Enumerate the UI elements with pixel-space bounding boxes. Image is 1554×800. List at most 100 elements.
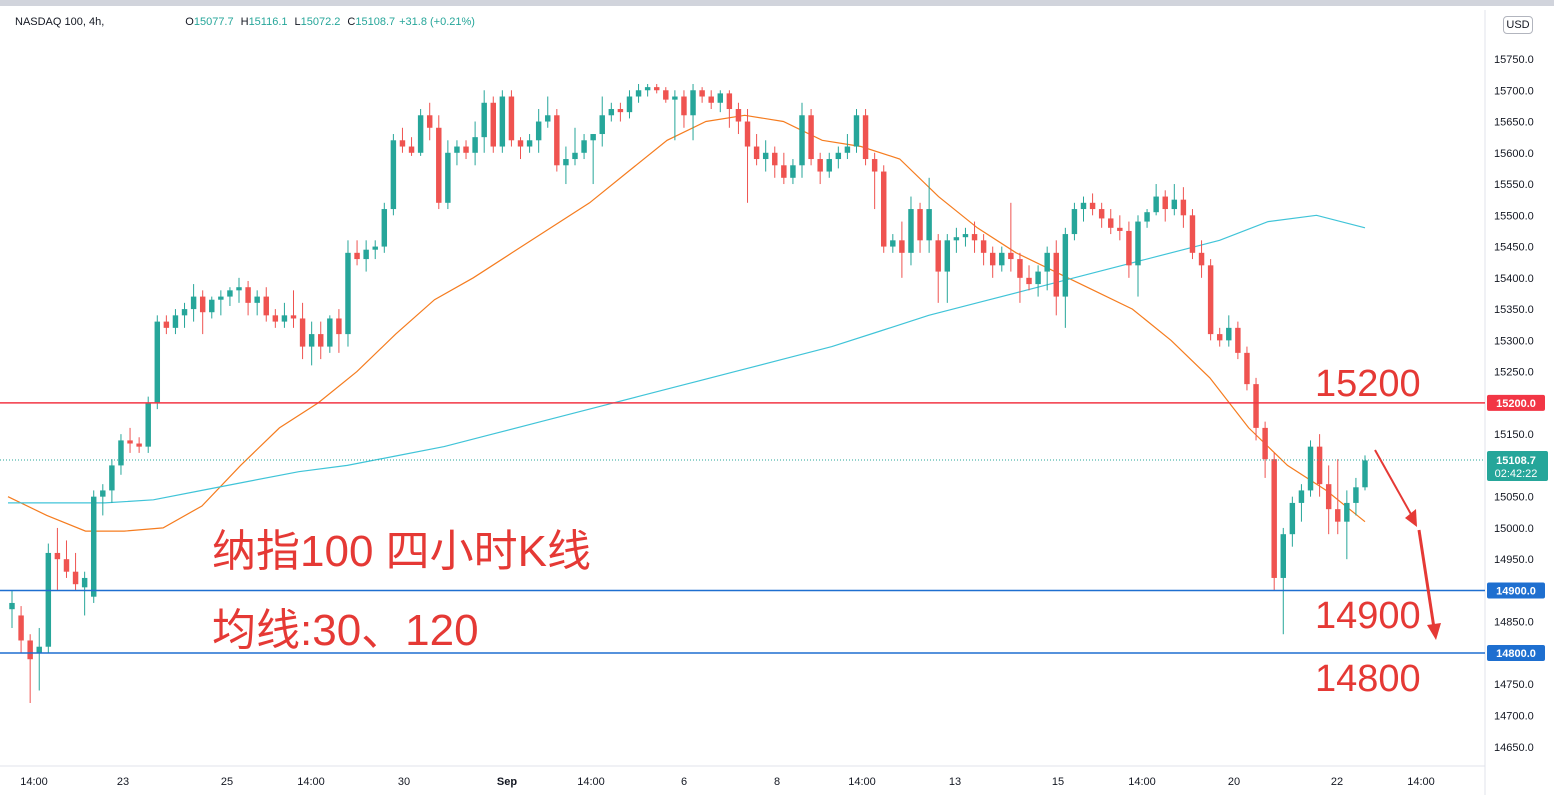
candle[interactable]	[27, 634, 33, 703]
candle[interactable]	[1253, 377, 1259, 441]
candle[interactable]	[989, 246, 996, 278]
candle[interactable]	[1289, 496, 1296, 547]
candle[interactable]	[36, 627, 42, 691]
candle[interactable]	[626, 90, 633, 119]
candle[interactable]	[572, 127, 578, 166]
candle[interactable]	[535, 109, 542, 153]
candle[interactable]	[908, 196, 914, 266]
candle[interactable]	[254, 290, 260, 316]
candle[interactable]	[744, 109, 751, 203]
candle[interactable]	[100, 484, 106, 516]
candle[interactable]	[227, 287, 233, 306]
candle[interactable]	[1035, 265, 1041, 297]
candle[interactable]	[127, 427, 133, 453]
candle[interactable]	[653, 84, 660, 94]
candle[interactable]	[145, 396, 151, 453]
candle[interactable]	[1071, 202, 1078, 241]
candle[interactable]	[236, 277, 242, 303]
candle[interactable]	[617, 102, 624, 122]
candle[interactable]	[554, 109, 560, 172]
candle[interactable]	[399, 127, 406, 153]
candle[interactable]	[1089, 193, 1096, 216]
currency-button[interactable]: USD	[1503, 16, 1533, 34]
candle[interactable]	[363, 240, 369, 272]
candle[interactable]	[1353, 477, 1359, 516]
candle[interactable]	[381, 202, 388, 253]
candle[interactable]	[272, 309, 279, 328]
candle[interactable]	[426, 102, 433, 141]
candle[interactable]	[917, 202, 923, 253]
candle[interactable]	[454, 140, 460, 166]
candle[interactable]	[1298, 484, 1305, 522]
candle[interactable]	[172, 309, 179, 335]
candle[interactable]	[1171, 184, 1178, 216]
candle[interactable]	[608, 102, 615, 122]
candle[interactable]	[971, 221, 978, 253]
candle[interactable]	[417, 109, 424, 156]
candle[interactable]	[899, 221, 905, 278]
candle[interactable]	[490, 96, 496, 153]
candle[interactable]	[772, 146, 778, 178]
candle[interactable]	[1280, 527, 1286, 635]
candle[interactable]	[862, 109, 869, 166]
candle[interactable]	[1044, 246, 1050, 291]
candle[interactable]	[817, 152, 823, 185]
candle[interactable]	[1307, 440, 1314, 497]
candle[interactable]	[190, 284, 197, 322]
candle[interactable]	[1162, 190, 1168, 222]
candle[interactable]	[890, 234, 896, 253]
candle[interactable]	[708, 90, 714, 110]
candle[interactable]	[308, 321, 315, 366]
candle[interactable]	[545, 96, 551, 128]
candle[interactable]	[245, 280, 251, 316]
candle[interactable]	[1325, 465, 1332, 535]
candle[interactable]	[563, 146, 569, 185]
candle[interactable]	[1271, 452, 1277, 591]
candle[interactable]	[826, 152, 832, 178]
candle[interactable]	[980, 234, 987, 266]
candle[interactable]	[408, 137, 415, 156]
candle[interactable]	[472, 121, 478, 166]
candle[interactable]	[853, 109, 860, 153]
candle[interactable]	[699, 87, 705, 103]
candle[interactable]	[808, 109, 814, 166]
candle[interactable]	[844, 134, 851, 160]
candle[interactable]	[463, 140, 469, 160]
candle[interactable]	[1135, 215, 1141, 297]
candle[interactable]	[163, 315, 170, 335]
candle[interactable]	[72, 552, 79, 591]
candle[interactable]	[1098, 202, 1105, 228]
candle[interactable]	[644, 84, 651, 97]
candle[interactable]	[263, 287, 269, 322]
candle[interactable]	[1026, 265, 1032, 291]
candle[interactable]	[690, 84, 696, 141]
candle[interactable]	[327, 315, 333, 353]
candle[interactable]	[372, 240, 378, 260]
candle[interactable]	[436, 115, 442, 210]
candle[interactable]	[345, 240, 351, 347]
candle[interactable]	[1126, 221, 1132, 278]
candle[interactable]	[118, 434, 124, 475]
candle[interactable]	[717, 90, 724, 113]
candle[interactable]	[1053, 240, 1059, 316]
candle[interactable]	[835, 146, 842, 169]
candle[interactable]	[45, 543, 52, 653]
candle[interactable]	[390, 134, 397, 216]
candle[interactable]	[753, 134, 760, 166]
candle[interactable]	[1216, 327, 1223, 347]
candle[interactable]	[18, 606, 24, 653]
candle[interactable]	[1080, 196, 1087, 222]
candle[interactable]	[91, 490, 97, 603]
candle[interactable]	[762, 140, 769, 172]
candle[interactable]	[154, 315, 161, 410]
candle[interactable]	[672, 90, 678, 141]
candle[interactable]	[1262, 421, 1268, 478]
candle[interactable]	[581, 134, 587, 160]
candle[interactable]	[1207, 259, 1214, 341]
candle[interactable]	[1226, 315, 1232, 347]
candle[interactable]	[81, 571, 88, 616]
candle[interactable]	[109, 459, 115, 503]
candle[interactable]	[1153, 184, 1159, 216]
